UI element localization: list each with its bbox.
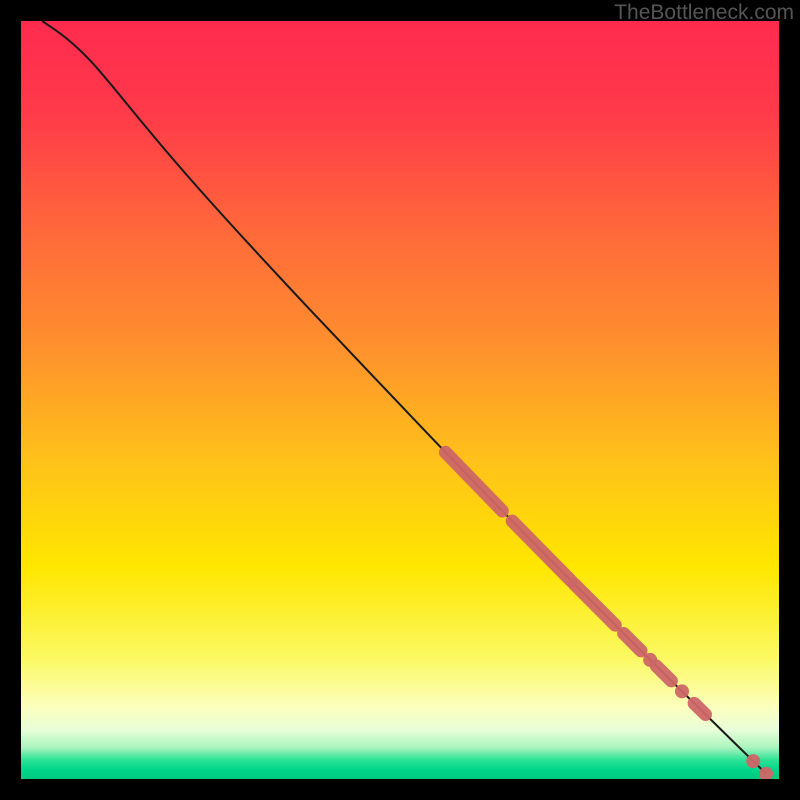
chart-root: TheBottleneck.com: [0, 0, 800, 800]
watermark-text: TheBottleneck.com: [614, 1, 794, 25]
plot-area: [21, 21, 779, 779]
background-gradient: [21, 21, 779, 779]
